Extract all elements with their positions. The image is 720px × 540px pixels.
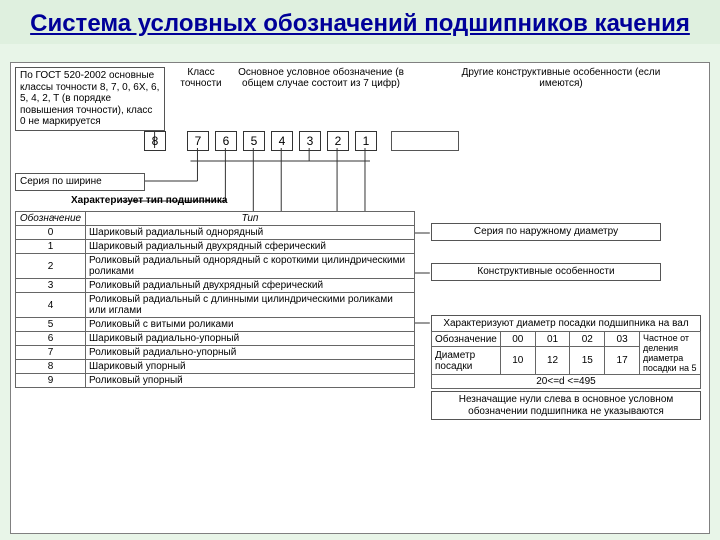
type-row: 6Шариковый радиально-упорный (16, 332, 415, 346)
digit-7: 7 (187, 131, 209, 151)
type-row: 5Роликовый с витыми роликами (16, 318, 415, 332)
type-row: 8Шариковый упорный (16, 360, 415, 374)
col-obozn: Обозначение (16, 212, 86, 226)
type-row: 2Роликовый радиальный однорядный с корот… (16, 254, 415, 279)
main-desig-label: Основное условное обозначение (в общем с… (236, 67, 406, 89)
digit-5: 5 (243, 131, 265, 151)
outer-series-box: Серия по наружному диаметру (431, 223, 661, 241)
width-series-box: Серия по ширине (15, 173, 145, 191)
diam-row2-label: Диаметр посадки (432, 347, 501, 375)
page-title: Система условных обозначений подшипников… (0, 0, 720, 44)
digit-6: 6 (215, 131, 237, 151)
digit-1: 1 (355, 131, 377, 151)
type-row: 3Роликовый радиальный двухрядный сфериче… (16, 279, 415, 293)
digit-4: 4 (271, 131, 293, 151)
digit-3: 3 (299, 131, 321, 151)
digit-8: 8 (144, 131, 166, 151)
type-row: 4Роликовый радиальный с длинными цилиндр… (16, 293, 415, 318)
type-row: 0Шариковый радиальный однорядный (16, 226, 415, 240)
other-feat-empty-box (391, 131, 459, 151)
d-range: 20<=d <=495 (432, 375, 701, 389)
type-table-header: Обозначение Тип (16, 212, 415, 226)
constr-feat-box: Конструктивные особенности (431, 263, 661, 281)
quot-col: Частное от деления диаметра посадки на 5 (639, 332, 700, 375)
diam-header-box: Характеризуют диаметр посадки подшипника… (431, 315, 701, 332)
diam-row1-label: Обозначение (432, 332, 501, 347)
type-row: 1Шариковый радиальный двухрядный сфериче… (16, 240, 415, 254)
other-feat-label: Другие конструктивные особенности (если … (451, 67, 671, 89)
zeros-note-box: Незначащие нули слева в основное условно… (431, 391, 701, 420)
type-row: 7Роликовый радиально-упорный (16, 346, 415, 360)
type-row: 9Роликовый упорный (16, 374, 415, 388)
type-header-label: Характеризует тип подшипника (71, 195, 227, 206)
klass-label: Класс точности (171, 67, 231, 89)
gost-note-box: По ГОСТ 520-2002 основные классы точност… (15, 67, 165, 131)
type-table: Обозначение Тип 0Шариковый радиальный од… (15, 211, 415, 388)
col-tip: Тип (86, 212, 415, 226)
diam-table: Обозначение 00 01 02 03 Частное от делен… (431, 331, 701, 389)
diagram-canvas: По ГОСТ 520-2002 основные классы точност… (10, 62, 710, 534)
digit-2: 2 (327, 131, 349, 151)
